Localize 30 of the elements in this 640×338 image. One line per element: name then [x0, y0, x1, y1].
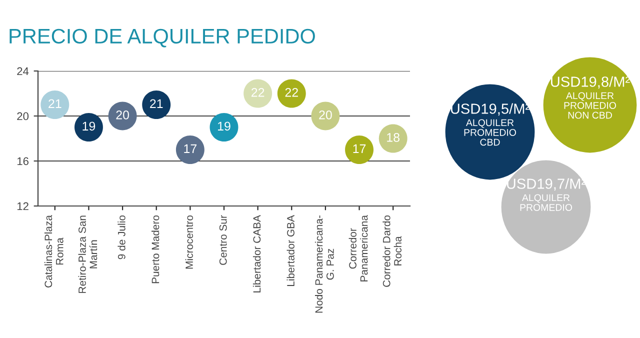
x-tick-label: Puerto Madero: [152, 215, 160, 284]
data-label: 18: [387, 133, 400, 142]
x-tick-label: Nodo Panamericana- G. Paz: [314, 215, 334, 313]
data-label: 21: [150, 99, 163, 108]
x-tick-label: Libertador GBA: [286, 215, 294, 286]
data-label: 19: [218, 122, 230, 131]
x-tick-label: Retiro-Plaza San Martín: [78, 216, 98, 293]
x-tick-label: Centro Sur: [219, 215, 227, 265]
data-label: 21: [48, 99, 62, 108]
x-tick-label: Corredor Panamericana: [348, 215, 368, 282]
y-tick-label: 12: [17, 202, 28, 210]
x-tick-label: Microcentro: [185, 215, 193, 269]
chart-title: PRECIO DE ALQUILER PEDIDO: [10, 28, 315, 48]
data-label: 17: [353, 144, 366, 153]
data-label: 19: [82, 122, 96, 131]
x-tick-label: 9 de Julio: [118, 215, 126, 260]
text: USD19,8/M² ALQUILER PROMEDIO NON CBD: [551, 76, 630, 119]
text: USD19,7/M² ALQUILER PROMEDIO: [507, 178, 586, 211]
data-label: 20: [116, 110, 130, 120]
y-tick-label: 20: [17, 112, 29, 120]
y-tick-label: 24: [17, 67, 29, 76]
data-label: 22: [251, 88, 264, 97]
data-label: 20: [319, 110, 332, 120]
data-label: 22: [285, 88, 298, 97]
y-tick-label: 16: [17, 157, 28, 166]
x-tick-label: Catalinas-Plaza Roma: [44, 215, 64, 288]
x-tick-label: Corredor Dardo Rocha: [382, 215, 402, 287]
data-label: 17: [184, 144, 197, 153]
text: USD19,5/M² ALQUILER PROMEDIO CBD: [451, 103, 530, 146]
x-tick-label: Libertador CABA: [252, 215, 261, 292]
